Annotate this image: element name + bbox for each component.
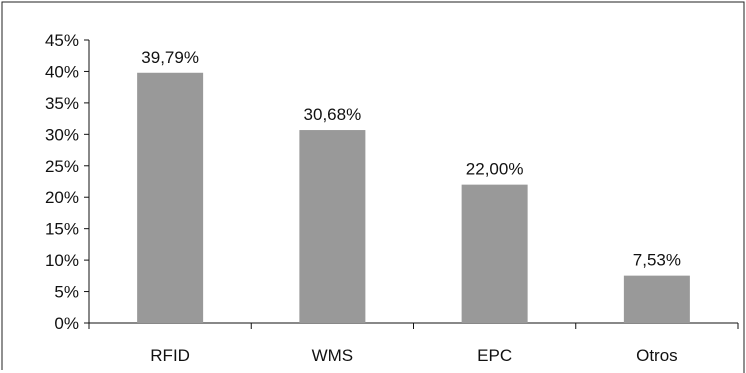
data-label-rfid: 39,79%	[141, 48, 199, 67]
category-label-wms: WMS	[312, 346, 354, 365]
bars	[137, 72, 690, 324]
y-tick-label: 5%	[54, 283, 79, 302]
y-tick-label: 10%	[45, 251, 79, 270]
data-label-otros: 7,53%	[633, 251, 681, 270]
data-label-epc: 22,00%	[466, 160, 524, 179]
category-label-epc: EPC	[477, 346, 512, 365]
y-tick-label: 15%	[45, 220, 79, 239]
bar-epc	[461, 184, 528, 323]
y-axis-ticks: 0% 5% 10% 15% 20% 25% 30% 35% 40% 45%	[45, 31, 89, 333]
bar-rfid	[137, 72, 204, 324]
bar-wms	[299, 130, 366, 323]
y-tick-label: 45%	[45, 31, 79, 50]
category-label-rfid: RFID	[150, 346, 190, 365]
y-tick-label: 35%	[45, 94, 79, 113]
data-labels: 39,79% 30,68% 22,00% 7,53%	[141, 48, 681, 270]
y-tick-label: 20%	[45, 188, 79, 207]
bar-otros	[623, 275, 690, 323]
y-tick-label: 40%	[45, 62, 79, 81]
y-tick-label: 30%	[45, 125, 79, 144]
y-tick-label: 25%	[45, 157, 79, 176]
data-label-wms: 30,68%	[304, 105, 362, 124]
y-tick-label: 0%	[54, 314, 79, 333]
category-labels: RFID WMS EPC Otros	[150, 346, 677, 365]
category-label-otros: Otros	[636, 346, 678, 365]
